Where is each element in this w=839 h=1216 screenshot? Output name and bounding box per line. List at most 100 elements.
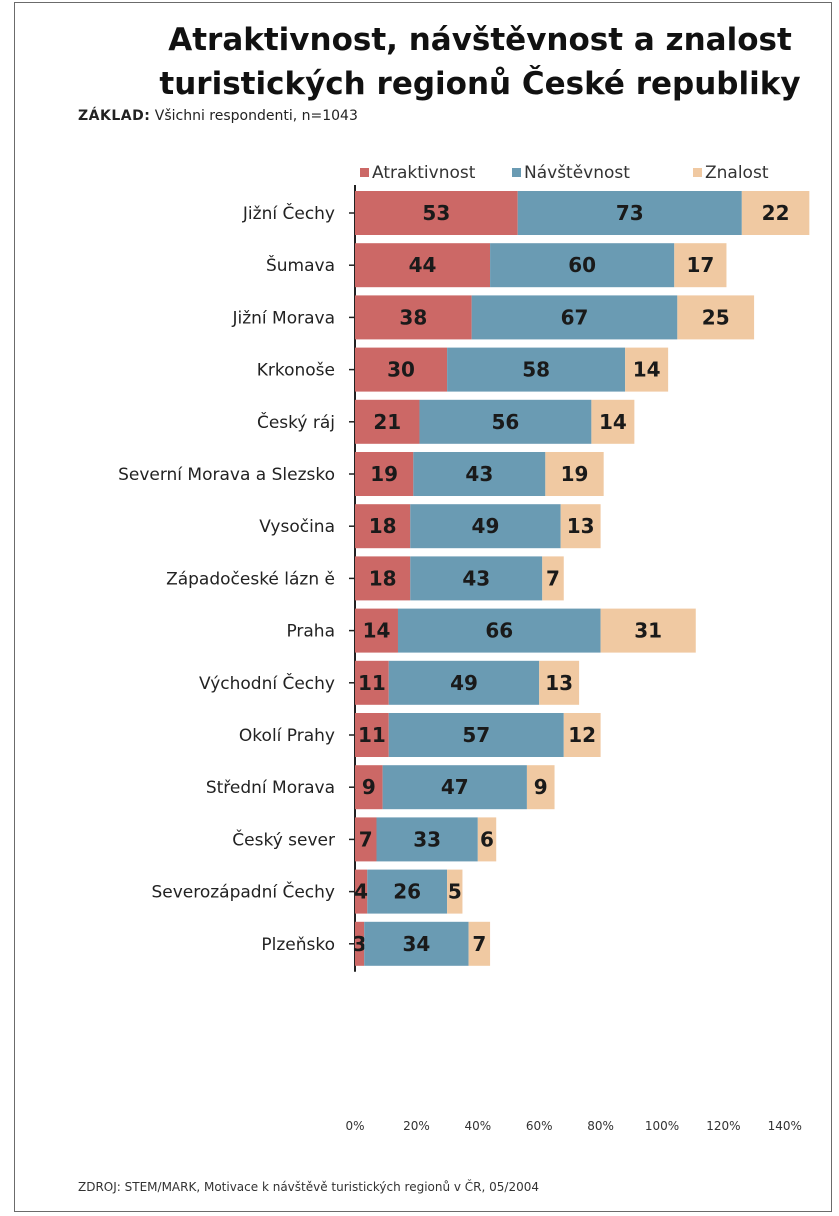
data-label: 7 [359, 827, 373, 851]
x-tick-label: 60% [526, 1119, 553, 1133]
data-label: 22 [762, 201, 790, 225]
data-label: 3 [353, 932, 367, 956]
data-label: 66 [485, 619, 513, 643]
data-label: 18 [369, 514, 397, 538]
legend-label-atraktivnost: Atraktivnost [372, 163, 476, 183]
data-label: 4 [354, 880, 368, 904]
bar-segment-návštěvnost [367, 869, 448, 914]
bar-segment-znalost [542, 556, 564, 601]
bar-segment-návštěvnost [447, 347, 626, 392]
data-label: 14 [363, 619, 391, 643]
bar-segment-atraktivnost [355, 608, 398, 653]
bar-segment-znalost [625, 347, 669, 392]
data-label: 14 [633, 358, 661, 382]
legend-swatch-navstevnost [512, 168, 521, 177]
data-label: 73 [616, 201, 644, 225]
bar-segment-návštěvnost [364, 921, 469, 966]
data-label: 13 [567, 514, 595, 538]
bar-segment-znalost [741, 191, 810, 235]
category-label: Severní Morava a Slezsko [118, 465, 335, 485]
legend-item-navstevnost: Návštěvnost [512, 163, 630, 183]
data-label: 38 [399, 305, 427, 329]
data-label: 49 [450, 671, 478, 695]
bar-segment-návštěvnost [382, 765, 527, 810]
category-label: Vysočina [259, 517, 335, 537]
category-label: Praha [286, 622, 335, 642]
data-label: 7 [546, 566, 560, 590]
bar-segment-návštěvnost [388, 713, 564, 757]
category-label: Krkonoše [257, 361, 335, 381]
data-label: 14 [599, 410, 627, 434]
data-label: 43 [465, 462, 493, 486]
x-tick-label: 0% [345, 1119, 364, 1133]
bar-segment-atraktivnost [355, 295, 472, 340]
bar-segment-znalost [545, 452, 604, 496]
data-label: 25 [702, 305, 730, 329]
legend-label-navstevnost: Návštěvnost [524, 163, 630, 183]
category-label: Šumava [266, 254, 335, 276]
bar-segment-atraktivnost [355, 243, 491, 288]
bar-segment-atraktivnost [355, 399, 420, 444]
bar-segment-atraktivnost [355, 191, 518, 235]
data-label: 49 [472, 514, 500, 538]
bar-segment-návštěvnost [490, 243, 675, 288]
data-label: 43 [462, 566, 490, 590]
bar-segment-znalost [468, 921, 491, 966]
data-label: 13 [545, 671, 573, 695]
data-label: 7 [472, 932, 486, 956]
legend-swatch-znalost [693, 168, 702, 177]
legend-swatch-atraktivnost [360, 168, 369, 177]
source-note: ZDROJ: STEM/MARK, Motivace k návštěvě tu… [78, 1180, 540, 1194]
data-label: 53 [422, 201, 450, 225]
bar-segment-znalost [526, 765, 555, 810]
bar-segment-znalost [477, 817, 497, 862]
bar-segment-znalost [447, 869, 463, 914]
data-label: 33 [413, 827, 441, 851]
category-label: Východní Čechy [199, 672, 335, 694]
data-label: 19 [561, 462, 589, 486]
bar-segment-návštěvnost [413, 452, 546, 496]
data-label: 34 [402, 932, 430, 956]
bar-segment-atraktivnost [355, 452, 414, 496]
bar-segment-atraktivnost [355, 765, 383, 810]
data-label: 58 [522, 358, 550, 382]
data-label: 67 [561, 305, 589, 329]
legend-label-znalost: Znalost [705, 163, 769, 183]
bar-segment-návštěvnost [410, 504, 561, 549]
data-label: 44 [409, 253, 437, 277]
bar-segment-návštěvnost [517, 191, 742, 235]
x-tick-label: 120% [706, 1119, 740, 1133]
bar-segment-návštěvnost [376, 817, 478, 862]
x-tick-label: 80% [587, 1119, 614, 1133]
data-label: 57 [462, 723, 490, 747]
x-tick-label: 140% [768, 1119, 802, 1133]
category-label: Okolí Prahy [239, 726, 335, 746]
data-label: 9 [534, 775, 548, 799]
bar-segment-návštěvnost [419, 399, 592, 444]
data-label: 26 [393, 880, 421, 904]
bar-segment-atraktivnost [355, 504, 411, 549]
bar-segment-atraktivnost [355, 347, 448, 392]
data-label: 5 [448, 880, 462, 904]
bar-segment-znalost [560, 504, 601, 549]
bar-segment-znalost [600, 608, 696, 653]
base-label: ZÁKLAD: [78, 108, 151, 124]
data-label: 60 [568, 253, 596, 277]
data-label: 9 [362, 775, 376, 799]
category-label: Západočeské lázn ě [166, 569, 335, 589]
title-line-2: turistických regionů České republiky [159, 66, 801, 102]
data-label: 30 [387, 358, 415, 382]
category-label: Český ráj [257, 411, 335, 433]
bar-segment-atraktivnost [355, 869, 368, 914]
data-label: 19 [370, 462, 398, 486]
bar-segment-znalost [563, 713, 601, 757]
title-line-1: Atraktivnost, návštěvnost a znalost [168, 22, 792, 58]
legend-item-atraktivnost: Atraktivnost [360, 163, 475, 183]
category-label: Střední Morava [206, 778, 335, 798]
x-tick-label: 40% [464, 1119, 491, 1133]
data-label: 12 [568, 723, 596, 747]
data-label: 18 [369, 566, 397, 590]
category-label: Český sever [232, 828, 335, 850]
data-label: 11 [358, 671, 386, 695]
